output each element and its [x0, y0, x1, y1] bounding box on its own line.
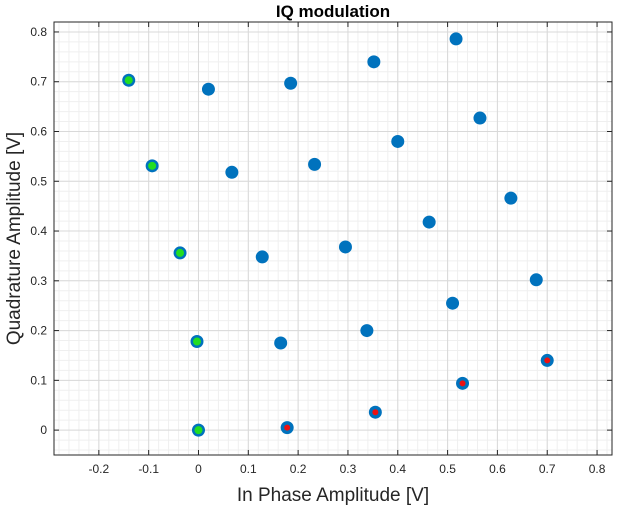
green-marker-dot [194, 426, 203, 435]
x-tick-label: 0.5 [439, 462, 456, 476]
y-tick-label: 0.2 [30, 324, 47, 338]
minor-grid [54, 21, 612, 455]
major-grid [54, 22, 612, 455]
red-marker-dot [372, 409, 379, 416]
data-point [274, 336, 288, 350]
y-tick-label: 0 [40, 423, 47, 437]
y-tick-label: 0.1 [30, 373, 47, 387]
data-point [449, 32, 463, 46]
data-point [391, 134, 405, 148]
data-point [201, 82, 215, 96]
x-tick-label: 0.8 [589, 462, 606, 476]
data-point [367, 55, 381, 69]
y-axis-title: Quadrature Amplitude [V] [4, 132, 25, 345]
data-point [504, 191, 518, 205]
axis-ticks [54, 22, 612, 455]
data-point [446, 296, 460, 310]
x-tick-label: 0 [195, 462, 202, 476]
data-point [225, 165, 239, 179]
x-tick-label: -0.1 [138, 462, 159, 476]
x-tick-label: 0.1 [240, 462, 257, 476]
axes-box [53, 21, 613, 456]
red-marker-dot [544, 357, 551, 364]
x-tick-label: 0.7 [539, 462, 556, 476]
x-tick-labels: -0.2 -0.1 0 0.1 0.2 0.3 0.4 0.5 0.6 0.7 0.8 [88, 462, 605, 476]
data-point [284, 76, 298, 90]
chart-title: IQ modulation [276, 2, 390, 21]
red-marker-dot [284, 424, 291, 431]
x-tick-label: 0.2 [290, 462, 307, 476]
green-marker-dot [124, 76, 133, 85]
data-point [255, 250, 269, 264]
y-tick-label: 0.5 [30, 174, 47, 188]
data-point [473, 111, 487, 125]
x-tick-label: -0.2 [88, 462, 109, 476]
y-tick-label: 0.7 [30, 75, 47, 89]
x-tick-label: 0.3 [340, 462, 357, 476]
x-tick-label: 0.6 [489, 462, 506, 476]
data-point [529, 273, 543, 287]
green-marker-dot [148, 161, 157, 170]
x-axis-title: In Phase Amplitude [V] [237, 485, 429, 506]
data-points [122, 32, 554, 437]
data-point [422, 215, 436, 229]
data-point [308, 157, 322, 171]
red-marker-dot [459, 380, 466, 387]
green-marker-dot [192, 337, 201, 346]
y-tick-label: 0.6 [30, 124, 47, 138]
y-tick-label: 0.3 [30, 274, 47, 288]
data-point [360, 324, 374, 338]
data-point [338, 240, 352, 254]
green-marker-dot [176, 248, 185, 257]
y-tick-label: 0.4 [30, 224, 47, 238]
y-tick-label: 0.8 [30, 25, 47, 39]
y-tick-labels: 0 0.1 0.2 0.3 0.4 0.5 0.6 0.7 0.8 [30, 25, 47, 437]
x-tick-label: 0.4 [389, 462, 406, 476]
